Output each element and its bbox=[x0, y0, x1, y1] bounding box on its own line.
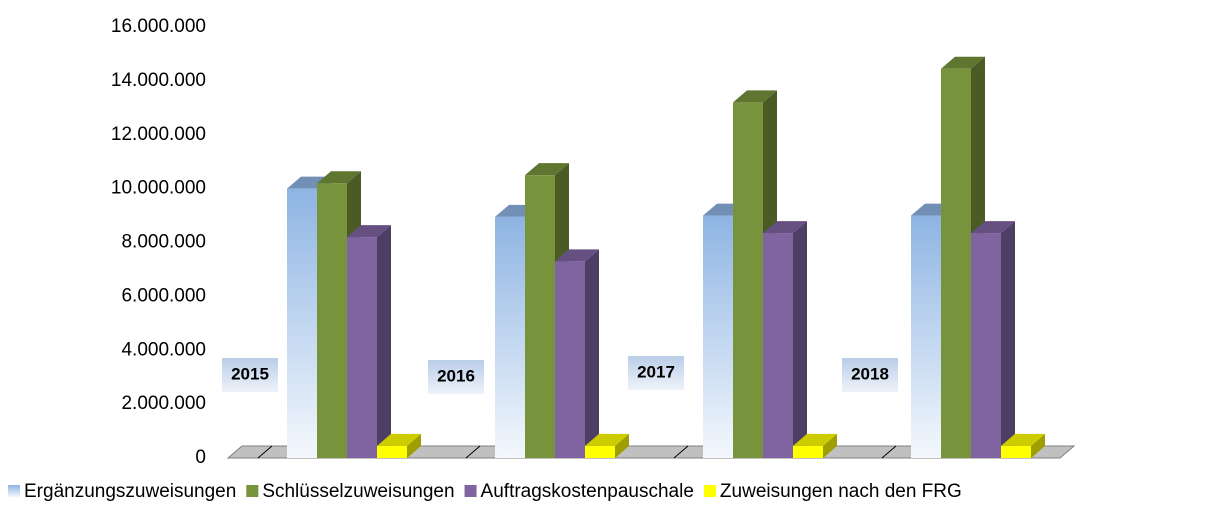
bar-side bbox=[1031, 433, 1045, 458]
category-label: 2017 bbox=[637, 362, 675, 381]
bar-top bbox=[971, 221, 1015, 234]
bar bbox=[971, 221, 1015, 458]
bar-top bbox=[525, 163, 569, 176]
bar bbox=[377, 433, 421, 458]
floor-divider bbox=[257, 445, 273, 459]
y-tick-label: 16.000.000 bbox=[111, 16, 206, 37]
floor-divider bbox=[881, 445, 897, 459]
y-tick-label: 0 bbox=[195, 447, 206, 468]
bar-top bbox=[377, 433, 421, 446]
y-tick-label: 8.000.000 bbox=[121, 232, 206, 253]
category-label: 2015 bbox=[231, 364, 269, 383]
bar-side bbox=[585, 249, 599, 458]
bar-front bbox=[525, 175, 555, 458]
legend-label: Auftragskostenpauschale bbox=[481, 481, 694, 502]
bar-front bbox=[793, 445, 823, 458]
bar-front bbox=[911, 215, 941, 458]
bar bbox=[763, 221, 807, 458]
bar-side bbox=[407, 433, 421, 458]
legend-label: Zuweisungen nach den FRG bbox=[720, 481, 962, 502]
bar bbox=[585, 433, 629, 458]
bar-top bbox=[733, 90, 777, 103]
floor-divider bbox=[673, 445, 689, 459]
bar-front bbox=[941, 68, 971, 459]
bar-front bbox=[377, 445, 407, 458]
legend-label: Ergänzungszuweisungen bbox=[24, 481, 236, 502]
bar-front bbox=[585, 445, 615, 458]
bar bbox=[793, 433, 837, 458]
bar-top bbox=[585, 433, 629, 446]
bar-side bbox=[377, 225, 391, 458]
y-tick-label: 2.000.000 bbox=[121, 393, 206, 414]
bar-top bbox=[763, 221, 807, 234]
bar-side bbox=[615, 433, 629, 458]
bar-front bbox=[703, 215, 733, 458]
y-tick-label: 10.000.000 bbox=[111, 178, 206, 199]
legend-label: Schlüsselzuweisungen bbox=[262, 481, 454, 502]
category-label-box bbox=[628, 356, 684, 390]
y-tick-label: 6.000.000 bbox=[121, 285, 206, 306]
bar-front bbox=[763, 233, 793, 458]
y-tick-label: 12.000.000 bbox=[111, 124, 206, 145]
bar-side bbox=[823, 433, 837, 458]
bar-side bbox=[793, 221, 807, 458]
bar bbox=[1001, 433, 1045, 458]
bar-front bbox=[555, 261, 585, 458]
category-label-box bbox=[842, 358, 898, 392]
bar-front bbox=[287, 188, 317, 458]
bar bbox=[555, 249, 599, 458]
legend-swatch bbox=[703, 485, 716, 497]
bar-top bbox=[317, 171, 361, 184]
bar-front bbox=[971, 233, 1001, 458]
bar-front bbox=[347, 237, 377, 458]
bar-top bbox=[555, 249, 599, 262]
legend-swatch bbox=[8, 485, 20, 497]
bar-top bbox=[793, 433, 837, 446]
bar-top bbox=[1001, 433, 1045, 446]
y-tick-label: 14.000.000 bbox=[111, 70, 206, 91]
category-label-box bbox=[222, 358, 278, 392]
bar-front bbox=[1001, 445, 1031, 458]
floor-divider bbox=[465, 445, 481, 459]
y-tick-label: 4.000.000 bbox=[121, 339, 206, 360]
legend-swatch bbox=[246, 485, 259, 497]
bar-top bbox=[941, 56, 985, 69]
category-label: 2018 bbox=[851, 364, 889, 383]
bar-front bbox=[495, 216, 525, 458]
bar-top bbox=[347, 225, 391, 238]
bar bbox=[347, 225, 391, 458]
category-label: 2016 bbox=[437, 366, 475, 385]
bar-front bbox=[733, 102, 763, 459]
bar-side bbox=[1001, 221, 1015, 458]
legend-swatch bbox=[464, 485, 477, 497]
bar-front bbox=[317, 183, 347, 459]
category-label-box bbox=[428, 360, 484, 394]
